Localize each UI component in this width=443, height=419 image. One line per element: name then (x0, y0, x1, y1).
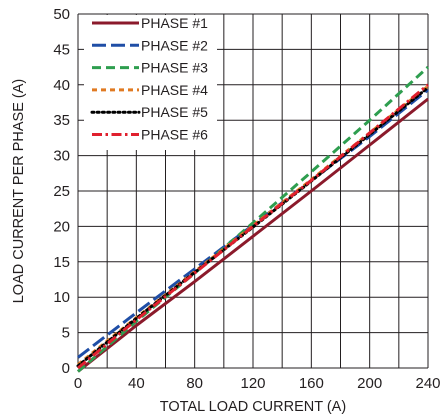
y-tick-label: 25 (53, 183, 70, 200)
legend-label-phase-2: PHASE #2 (141, 37, 208, 53)
y-tick-label: 45 (53, 41, 70, 58)
y-tick-label: 40 (53, 77, 70, 94)
series-line-phase-2 (77, 88, 429, 359)
x-tick-label: 240 (415, 375, 440, 392)
legend-label-phase-3: PHASE #3 (141, 60, 208, 76)
y-tick-label: 20 (53, 218, 70, 235)
legend-box (84, 15, 217, 150)
x-tick-label: 80 (186, 375, 203, 392)
series-line-phase-3 (77, 65, 430, 373)
x-tick-label: 0 (74, 375, 82, 392)
legend-label-phase-4: PHASE #4 (141, 82, 208, 98)
legend-label-phase-5: PHASE #5 (141, 104, 208, 120)
x-tick-label: 120 (240, 375, 265, 392)
x-tick-label: 160 (299, 375, 324, 392)
y-tick-label: 35 (53, 112, 70, 129)
legend-label-phase-1: PHASE #1 (141, 15, 208, 31)
y-axis-label: LOAD CURRENT PER PHASE (A) (11, 79, 27, 304)
y-tick-label: 10 (53, 289, 70, 306)
legend-label-phase-6: PHASE #6 (141, 127, 208, 143)
x-axis-ticks: 0 40 80 120 160 200 240 (74, 375, 441, 392)
y-tick-label: 15 (53, 254, 70, 271)
y-tick-label: 5 (62, 325, 70, 342)
y-tick-label: 30 (53, 148, 70, 165)
series-line-phase-1 (77, 97, 429, 373)
legend: PHASE #1 PHASE #2 PHASE #3 PHASE #4 PHASE #5… (84, 15, 217, 150)
x-tick-label: 40 (128, 375, 145, 392)
y-axis-ticks: 0 5 10 15 20 25 30 35 40 45 50 (53, 6, 70, 377)
x-tick-label: 200 (357, 375, 382, 392)
series-line-phase-6 (77, 83, 429, 370)
y-tick-label: 0 (62, 360, 70, 377)
y-tick-label: 50 (53, 6, 70, 23)
series-layer (76, 65, 430, 373)
x-axis-label: TOTAL LOAD CURRENT (A) (160, 399, 346, 415)
